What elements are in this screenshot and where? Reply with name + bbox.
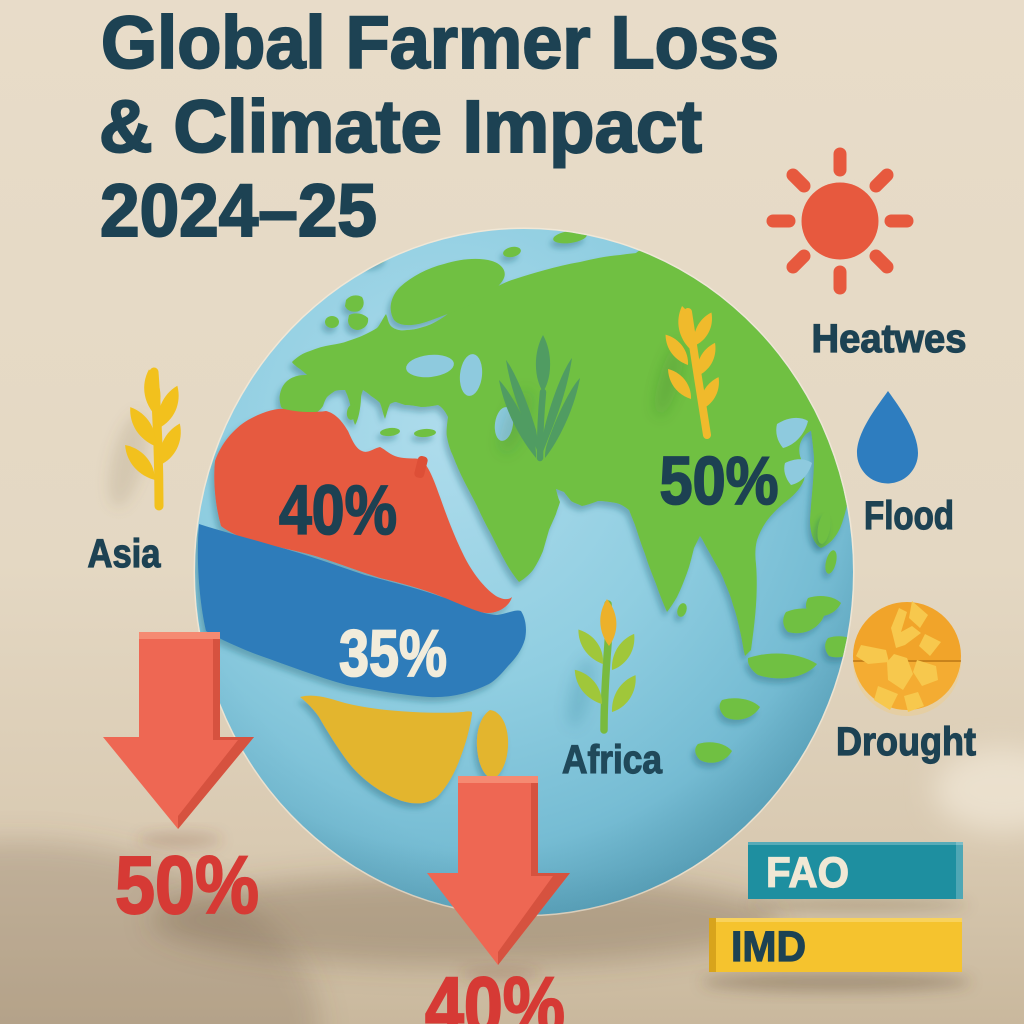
- svg-text:50%: 50%: [660, 443, 779, 519]
- svg-text:Africa: Africa: [562, 738, 663, 782]
- svg-text:40%: 40%: [279, 471, 397, 549]
- svg-text:Drought: Drought: [836, 720, 976, 764]
- svg-text:Flood: Flood: [864, 494, 954, 538]
- svg-text:FAO: FAO: [766, 849, 849, 897]
- svg-text:40%: 40%: [425, 961, 565, 1024]
- svg-text:50%: 50%: [115, 840, 259, 931]
- svg-text:Global Farmer Loss: Global Farmer Loss: [101, 1, 779, 84]
- svg-text:& Climate Impact: & Climate Impact: [99, 85, 702, 168]
- svg-text:Asia: Asia: [88, 532, 162, 576]
- svg-text:IMD: IMD: [731, 923, 806, 971]
- svg-text:Heatwes: Heatwes: [812, 317, 967, 361]
- svg-text:35%: 35%: [339, 616, 447, 690]
- svg-text:2024–25: 2024–25: [100, 169, 377, 252]
